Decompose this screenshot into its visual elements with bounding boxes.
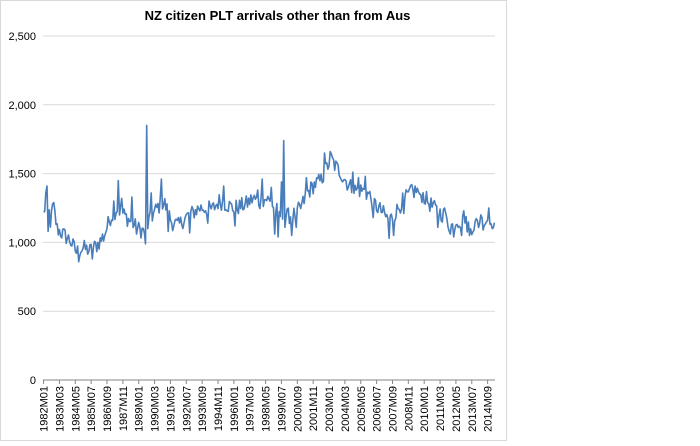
x-tick-label: 2006M07 [372, 386, 384, 432]
series-line [43, 124, 496, 263]
x-tick-label: 2013M07 [467, 386, 479, 432]
x-tick-label: 2007M09 [387, 386, 399, 432]
x-tick-label: 2008M11 [403, 386, 415, 431]
plot-area [43, 124, 496, 263]
x-tick-label: 2011M03 [435, 386, 447, 431]
x-tick-label: 2012M05 [451, 386, 463, 432]
x-tick-label: 2003M01 [324, 386, 336, 432]
x-tick-label: 1994M11 [213, 386, 225, 431]
x-tick-label: 1997M03 [245, 386, 257, 432]
y-tick-label: 2,500 [8, 31, 36, 43]
x-tick-label: 1993M09 [197, 386, 209, 432]
y-tick-label: 1,000 [8, 237, 36, 249]
y-tick-label: 0 [30, 375, 36, 387]
x-tick-label: 1987M11 [118, 386, 130, 431]
x-tick-label: 1985M07 [86, 386, 98, 432]
x-tick-label: 1989M01 [134, 386, 146, 432]
x-tick-label: 2000M09 [292, 386, 304, 432]
x-tick-label: 1992M07 [181, 386, 193, 432]
x-tick-label: 2001M11 [308, 386, 320, 431]
x-tick-label: 1986M09 [102, 386, 114, 432]
x-tick-label: 1982M01 [39, 386, 51, 432]
y-tick-label: 500 [18, 306, 36, 318]
x-tick-label: 2014M09 [483, 386, 495, 432]
y-tick-label: 1,500 [8, 169, 36, 181]
y-tick-label: 2,000 [8, 100, 36, 112]
chart-title: NZ citizen PLT arrivals other than from … [144, 8, 411, 23]
x-tick-label: 1999M07 [276, 386, 288, 432]
x-tick-label: 2005M05 [356, 386, 368, 432]
y-axis: 0 500 1,000 1,500 2,000 2,500 [8, 31, 36, 387]
gridlines [43, 35, 495, 312]
x-tick-label: 1998M05 [261, 386, 273, 432]
chart-area-border [0, 0, 507, 441]
x-tick-label: 1984M05 [70, 386, 82, 432]
x-tick-label: 1991M05 [165, 386, 177, 432]
x-tick-label: 2004M03 [340, 386, 352, 432]
x-tick-label: 1996M01 [229, 386, 241, 432]
x-tick-label: 1990M03 [150, 386, 162, 432]
x-tick-label: 1983M03 [54, 386, 66, 432]
x-tick-label: 2010M01 [419, 386, 431, 432]
x-axis: 1982M01 1983M03 1984M05 1985M07 1986M09 1987M… [39, 380, 495, 432]
